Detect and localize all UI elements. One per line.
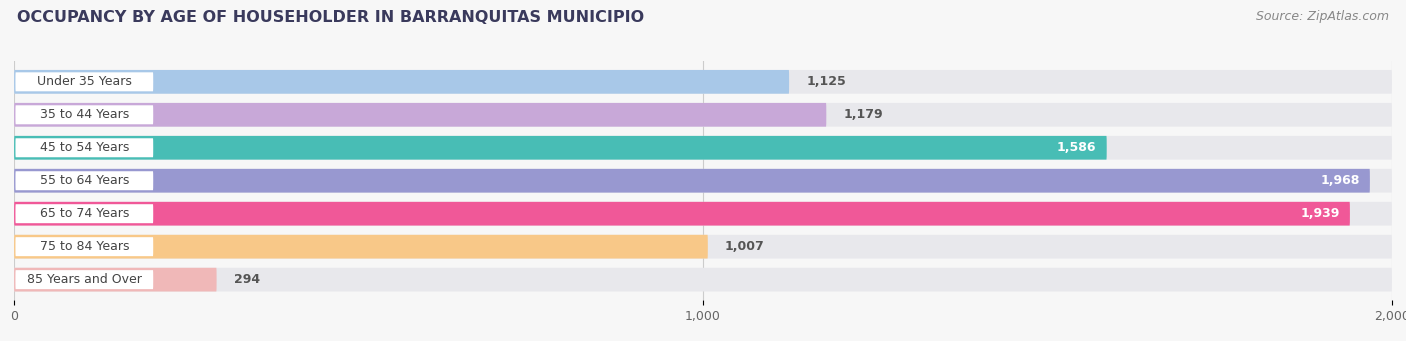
Text: 65 to 74 Years: 65 to 74 Years — [39, 207, 129, 220]
FancyBboxPatch shape — [14, 136, 1392, 160]
FancyBboxPatch shape — [15, 204, 153, 223]
FancyBboxPatch shape — [14, 268, 217, 292]
FancyBboxPatch shape — [14, 169, 1392, 193]
FancyBboxPatch shape — [15, 72, 153, 91]
Text: Source: ZipAtlas.com: Source: ZipAtlas.com — [1256, 10, 1389, 23]
Text: 1,179: 1,179 — [844, 108, 883, 121]
Text: 75 to 84 Years: 75 to 84 Years — [39, 240, 129, 253]
Text: Under 35 Years: Under 35 Years — [37, 75, 132, 88]
FancyBboxPatch shape — [14, 235, 707, 258]
FancyBboxPatch shape — [14, 202, 1392, 225]
Text: 1,586: 1,586 — [1057, 141, 1097, 154]
FancyBboxPatch shape — [15, 138, 153, 157]
FancyBboxPatch shape — [14, 235, 1392, 258]
FancyBboxPatch shape — [14, 103, 827, 127]
Text: 1,968: 1,968 — [1320, 174, 1360, 187]
FancyBboxPatch shape — [15, 237, 153, 256]
Text: 1,007: 1,007 — [725, 240, 765, 253]
FancyBboxPatch shape — [14, 202, 1350, 225]
FancyBboxPatch shape — [15, 171, 153, 190]
Text: OCCUPANCY BY AGE OF HOUSEHOLDER IN BARRANQUITAS MUNICIPIO: OCCUPANCY BY AGE OF HOUSEHOLDER IN BARRA… — [17, 10, 644, 25]
FancyBboxPatch shape — [14, 268, 1392, 292]
FancyBboxPatch shape — [14, 169, 1369, 193]
Text: 55 to 64 Years: 55 to 64 Years — [39, 174, 129, 187]
FancyBboxPatch shape — [14, 103, 1392, 127]
FancyBboxPatch shape — [14, 70, 789, 94]
Text: 35 to 44 Years: 35 to 44 Years — [39, 108, 129, 121]
FancyBboxPatch shape — [14, 70, 1392, 94]
Text: 1,125: 1,125 — [807, 75, 846, 88]
Text: 1,939: 1,939 — [1301, 207, 1340, 220]
Text: 85 Years and Over: 85 Years and Over — [27, 273, 142, 286]
FancyBboxPatch shape — [15, 270, 153, 289]
Text: 45 to 54 Years: 45 to 54 Years — [39, 141, 129, 154]
FancyBboxPatch shape — [14, 136, 1107, 160]
Text: 294: 294 — [233, 273, 260, 286]
FancyBboxPatch shape — [15, 105, 153, 124]
